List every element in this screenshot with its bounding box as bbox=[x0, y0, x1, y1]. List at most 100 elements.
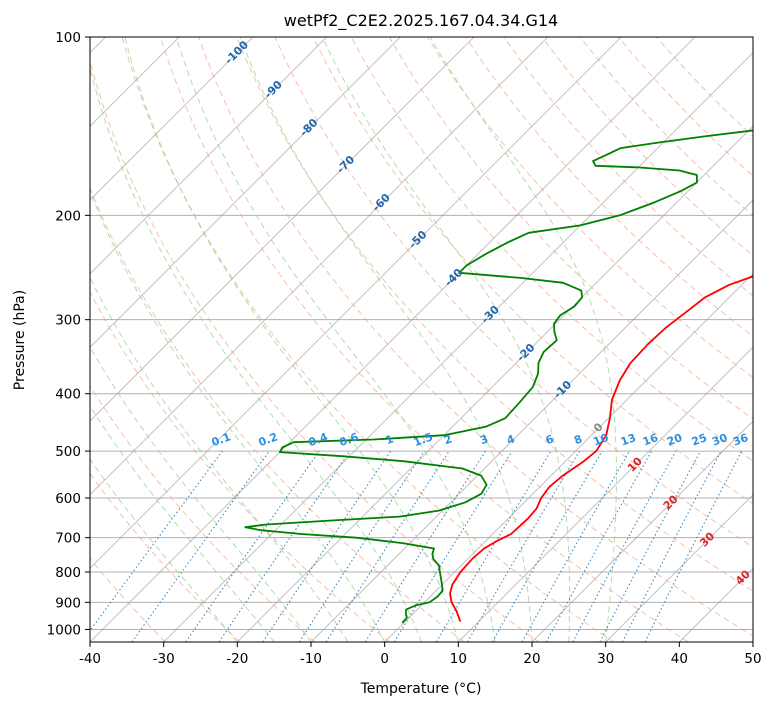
mixing-ratio-line bbox=[298, 450, 425, 642]
mixing-ratio-line bbox=[572, 450, 677, 642]
mixing-ratio-label: 2 bbox=[442, 432, 454, 447]
dry-adiabat-line bbox=[90, 59, 540, 642]
y-tick-label: 500 bbox=[55, 444, 81, 460]
mixing-ratio-label: 16 bbox=[641, 431, 660, 449]
chart-title: wetPf2_C2E2.2025.167.04.34.G14 bbox=[284, 11, 558, 31]
isotherm-label: 10 bbox=[625, 454, 645, 474]
dry-adiabat-lines bbox=[90, 37, 753, 642]
moist-adiabat-line bbox=[124, 37, 459, 642]
x-tick-label: 30 bbox=[597, 651, 614, 667]
mixing-ratio-label: 36 bbox=[731, 431, 750, 449]
mixing-ratio-line bbox=[435, 450, 552, 642]
moist-adiabat-lines bbox=[90, 37, 617, 642]
mixing-ratio-label: 4 bbox=[505, 432, 517, 447]
dry-adiabat-line bbox=[159, 37, 689, 642]
isotherm-line bbox=[752, 641, 753, 642]
moist-adiabat-line bbox=[90, 346, 312, 642]
mixing-ratio-label: 10 bbox=[591, 431, 610, 449]
x-tick-label: 0 bbox=[380, 651, 389, 667]
temperature-profile-line bbox=[449, 275, 753, 622]
mixing-ratio-label: 0.4 bbox=[307, 430, 330, 449]
mixing-ratio-line bbox=[599, 450, 701, 642]
y-tick-label: 100 bbox=[55, 30, 81, 46]
mixing-ratio-line bbox=[644, 450, 743, 642]
isotherm-label: -20 bbox=[514, 341, 537, 364]
mixing-ratio-label: 0.2 bbox=[257, 430, 280, 449]
dewpoint-profile-line bbox=[244, 129, 753, 624]
x-tick-label: -40 bbox=[79, 651, 101, 667]
dry-adiabat-line bbox=[121, 37, 614, 642]
y-tick-label: 600 bbox=[55, 491, 81, 507]
dry-adiabat-line bbox=[198, 37, 753, 637]
isotherm-label: -90 bbox=[262, 78, 285, 101]
y-tick-label: 300 bbox=[55, 313, 81, 329]
mixing-ratio-label: 20 bbox=[665, 431, 684, 449]
dry-adiabat-line bbox=[541, 37, 753, 257]
isotherm-line bbox=[458, 346, 753, 642]
isotherm-line bbox=[531, 420, 753, 642]
dry-adiabat-line bbox=[350, 37, 753, 462]
y-tick-label: 900 bbox=[55, 595, 81, 611]
dry-adiabat-line bbox=[503, 37, 753, 297]
mixing-ratio-label: 0.1 bbox=[210, 430, 233, 449]
mixing-ratio-label: 8 bbox=[572, 432, 584, 447]
mixing-ratio-line bbox=[185, 450, 320, 642]
plot-area bbox=[90, 37, 753, 642]
moist-adiabat-line bbox=[429, 37, 617, 642]
mixing-ratio-line bbox=[545, 450, 653, 642]
x-tick-label: 50 bbox=[744, 651, 761, 667]
moist-adiabat-line bbox=[90, 458, 238, 642]
isotherm-line bbox=[90, 37, 254, 201]
moist-adiabat-line bbox=[90, 189, 386, 642]
mixing-ratio-label: 0.6 bbox=[338, 430, 361, 449]
x-axis-ticks: -40 -30 -20 -10 0 10 20 30 40 50 bbox=[79, 642, 762, 667]
mixing-ratio-label: 25 bbox=[690, 431, 709, 448]
mixing-ratio-line bbox=[325, 450, 450, 642]
mixing-ratio-line bbox=[131, 450, 270, 642]
isotherm-line bbox=[90, 37, 475, 422]
x-axis-label: Temperature (°C) bbox=[360, 681, 482, 697]
moist-adiabat-line bbox=[90, 66, 422, 642]
x-tick-label: -20 bbox=[226, 651, 248, 667]
dry-adiabat-line bbox=[656, 37, 753, 138]
isotherm-label: -10 bbox=[551, 378, 574, 401]
isotherm-label: 20 bbox=[661, 492, 681, 512]
mixing-ratio-label: 30 bbox=[710, 431, 729, 449]
y-tick-label: 1000 bbox=[47, 622, 81, 638]
isotherm-label: 40 bbox=[733, 567, 753, 587]
dry-adiabat-line bbox=[90, 186, 465, 642]
isotherm-label: -60 bbox=[370, 191, 393, 214]
isotherm-label: 30 bbox=[697, 529, 717, 549]
moist-adiabat-line bbox=[321, 37, 571, 642]
moist-adiabat-line bbox=[90, 276, 349, 642]
mixing-ratio-label: 3 bbox=[478, 432, 490, 447]
mixing-ratio-label: 1 bbox=[384, 432, 396, 447]
dry-adiabat-line bbox=[90, 384, 316, 642]
isotherm-line bbox=[679, 567, 753, 642]
y-tick-label: 200 bbox=[55, 208, 81, 224]
dry-adiabat-line bbox=[312, 37, 753, 505]
moist-adiabat-line bbox=[175, 37, 496, 642]
dry-adiabat-line bbox=[90, 472, 241, 642]
isotherm-label: -50 bbox=[406, 228, 429, 251]
isotherm-line bbox=[310, 199, 753, 642]
moist-adiabat-line bbox=[239, 37, 533, 642]
mixing-ratio-line bbox=[262, 450, 392, 642]
x-tick-label: 10 bbox=[450, 651, 467, 667]
isotherm-line bbox=[237, 125, 753, 642]
y-tick-label: 700 bbox=[55, 531, 81, 547]
mixing-ratio-label: 6 bbox=[544, 432, 556, 447]
isotherm-line bbox=[90, 37, 696, 642]
isotherm-line bbox=[90, 37, 548, 496]
mixing-ratio-line bbox=[521, 450, 630, 642]
isotherm-line bbox=[90, 37, 622, 569]
isotherm-line bbox=[90, 37, 327, 275]
y-tick-label: 800 bbox=[55, 565, 81, 581]
x-tick-label: 20 bbox=[523, 651, 540, 667]
dry-adiabat-line bbox=[465, 37, 753, 338]
dry-adiabat-line bbox=[388, 37, 753, 420]
dry-adiabat-line bbox=[426, 37, 753, 378]
dry-adiabat-line bbox=[236, 37, 753, 592]
plot-frame bbox=[89, 36, 754, 643]
